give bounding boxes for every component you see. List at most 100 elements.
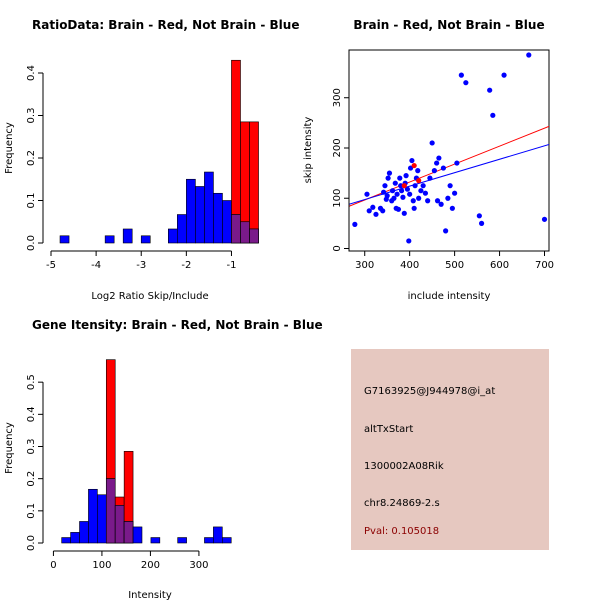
ratio-x-tick-label: -1 xyxy=(226,260,236,271)
scatter-point-not-brain xyxy=(364,191,370,197)
scatter-point-not-brain xyxy=(541,216,548,222)
event-type: altTxStart xyxy=(364,424,414,435)
ratio-y-tick-label: 0.3 xyxy=(26,108,37,124)
scatter-y-tick-label: 100 xyxy=(332,189,343,208)
gene-x-tick-label: 100 xyxy=(92,560,111,571)
scatter-point-not-brain xyxy=(403,173,409,179)
scatter-point-not-brain xyxy=(415,168,421,174)
gene-y-tick-label: 0.5 xyxy=(26,374,37,390)
ratio-y-tick-label: 0.0 xyxy=(26,235,37,251)
scatter-point-not-brain xyxy=(373,211,379,217)
ratio-bar-not-brain xyxy=(222,200,232,244)
gene-y-tick-label: 0.3 xyxy=(26,439,37,455)
scatter-point-brain xyxy=(411,162,417,169)
scatter-xlabel: include intensity xyxy=(408,291,491,302)
scatter-point-not-brain xyxy=(386,170,393,176)
ratio-bar-not-brain xyxy=(140,235,151,244)
scatter-point-not-brain xyxy=(406,238,412,244)
scatter-point-not-brain xyxy=(425,198,431,204)
ratio-x-tick-label: -2 xyxy=(181,260,191,271)
gene-x-tick-label: 300 xyxy=(189,560,208,571)
gene-bar-not-brain xyxy=(150,537,161,544)
scatter-point-not-brain xyxy=(476,213,482,219)
gene-y-tick-label: 0.0 xyxy=(26,535,37,551)
scatter-point-brain xyxy=(401,183,407,189)
ratio-x-tick-label: -5 xyxy=(46,260,56,271)
gene-bar-not-brain xyxy=(79,521,89,544)
ratio-bar-brain xyxy=(249,121,259,244)
gene-bar-not-brain xyxy=(132,526,143,544)
scatter-point-not-brain xyxy=(397,175,403,181)
scatter-point-not-brain xyxy=(398,188,405,194)
scatter-point-not-brain xyxy=(438,201,444,207)
ratio-bar-not-brain xyxy=(122,228,133,244)
gene-bar-overlap xyxy=(105,478,116,544)
ratio-xlabel: Log2 Ratio Skip/Include xyxy=(91,291,208,302)
info-panel: G7163925@J944978@i_at altTxStart 1300002… xyxy=(351,349,549,550)
scatter-point-not-brain xyxy=(454,160,460,166)
scatter-point-not-brain xyxy=(490,112,496,118)
ratio-bar-overlap xyxy=(249,228,259,244)
scatter-point-not-brain xyxy=(431,168,437,174)
scatter-y-tick-label: 200 xyxy=(332,138,343,157)
scatter-plot: 0 100 200 300 300 400 500 600 700 xyxy=(332,49,554,271)
gene-y-tick-label: 0.2 xyxy=(26,471,37,487)
ratio-y-tick-label: 0.4 xyxy=(26,65,37,81)
gene-bar-not-brain xyxy=(88,488,98,544)
gene-x-tick-label: 200 xyxy=(141,560,160,571)
scatter-point-brain xyxy=(416,178,422,184)
gene-bar-not-brain xyxy=(204,537,214,544)
ratio-bar-overlap xyxy=(231,214,241,244)
scatter-point-not-brain xyxy=(447,183,453,189)
gene-title: Gene Itensity: Brain - Red, Not Brain - … xyxy=(32,318,323,332)
scatter-point-not-brain xyxy=(434,198,441,204)
ratio-bar-not-brain xyxy=(195,186,205,244)
scatter-point-not-brain xyxy=(411,205,417,211)
gene-y-tick-label: 0.4 xyxy=(26,406,37,422)
gene-y-tick-label: 0.1 xyxy=(26,503,37,519)
scatter-point-not-brain xyxy=(409,157,415,164)
gene-xlabel: Intensity xyxy=(128,590,172,600)
scatter-y-tick-label: 300 xyxy=(332,88,343,107)
genomic-location: chr8.24869-2.s xyxy=(364,498,440,509)
p-value: Pval: 0.105018 xyxy=(364,526,440,537)
scatter-point-not-brain xyxy=(382,183,388,189)
scatter-x-tick-label: 700 xyxy=(535,260,554,271)
scatter-point-not-brain xyxy=(526,52,532,58)
ratio-bar-overlap xyxy=(240,221,250,244)
scatter-point-not-brain xyxy=(385,175,391,181)
scatter-point-not-brain xyxy=(391,195,397,201)
regression-line-not-brain xyxy=(349,143,549,205)
gene-bar-not-brain xyxy=(213,526,223,544)
scatter-point-not-brain xyxy=(366,208,372,214)
scatter-point-not-brain xyxy=(420,183,426,189)
scatter-point-not-brain xyxy=(440,165,446,171)
scatter-point-not-brain xyxy=(416,195,422,201)
scatter-point-not-brain xyxy=(429,140,435,146)
scatter-point-not-brain xyxy=(381,189,387,195)
gene-bar-not-brain xyxy=(61,537,71,544)
scatter-y-tick-label: 0 xyxy=(332,245,343,251)
scatter-point-not-brain xyxy=(487,87,493,93)
ratio-bar-not-brain xyxy=(213,192,223,244)
scatter-point-not-brain xyxy=(501,72,507,78)
scatter-x-tick-label: 400 xyxy=(400,260,419,271)
gene-bar-not-brain xyxy=(177,537,187,544)
scatter-point-not-brain xyxy=(389,188,396,194)
ratio-title: RatioData: Brain - Red, Not Brain - Blue xyxy=(32,18,299,32)
gene-bar-not-brain xyxy=(222,537,232,544)
gene-name: 1300002A08Rik xyxy=(364,461,444,472)
gene-bar-overlap xyxy=(123,521,134,544)
scatter-point-not-brain xyxy=(380,208,386,214)
regression-line-brain xyxy=(349,125,549,207)
scatter-x-tick-label: 300 xyxy=(355,260,374,271)
scatter-title: Brain - Red, Not Brain - Blue xyxy=(353,18,544,32)
gene-bar-not-brain xyxy=(70,532,80,544)
ratio-x-tick-label: -3 xyxy=(136,260,146,271)
ratio-y-tick-label: 0.1 xyxy=(26,193,37,209)
ratio-ylabel: Frequency xyxy=(4,122,15,174)
ratio-x-tick-label: -4 xyxy=(91,260,101,271)
scatter-point-not-brain xyxy=(401,210,407,216)
ratio-bar-not-brain xyxy=(177,214,187,244)
